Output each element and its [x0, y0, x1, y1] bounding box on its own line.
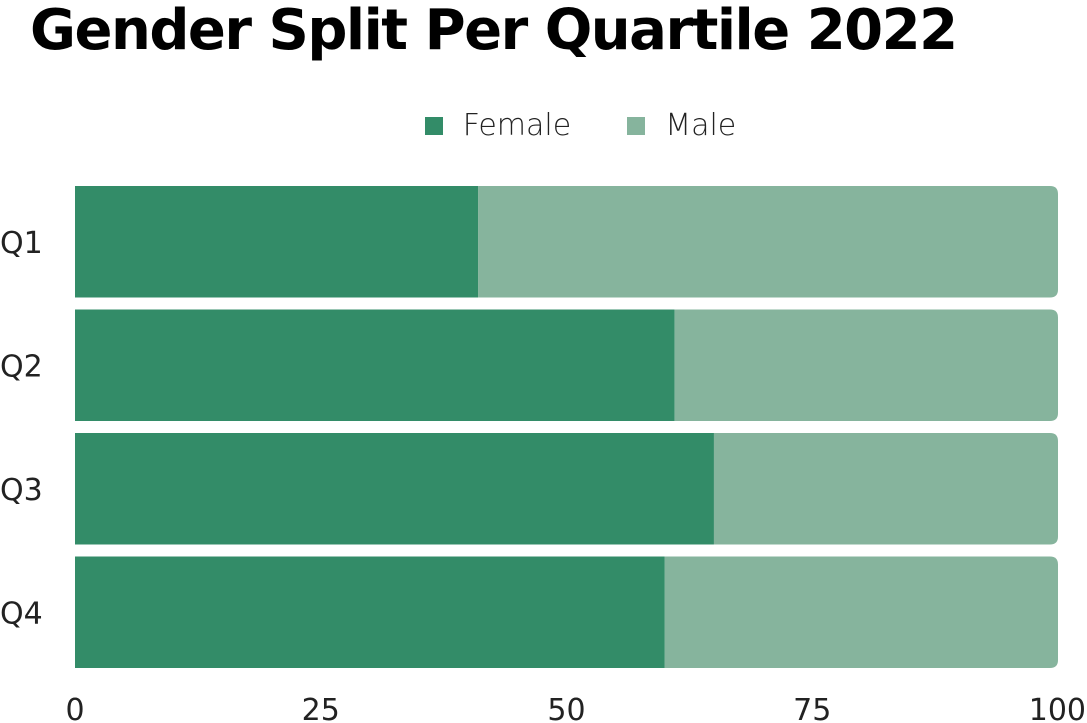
category-label-q1: Q1 [0, 226, 43, 261]
x-tick-label-75: 75 [793, 693, 831, 723]
bar-q2-male [674, 309, 1058, 421]
x-tick-label-25: 25 [302, 693, 340, 723]
x-tick-label-0: 0 [65, 693, 84, 723]
category-label-q3: Q3 [0, 473, 43, 508]
bar-q3-female [75, 433, 714, 545]
chart-title: Gender Split Per Quartile 2022 [30, 0, 958, 63]
legend-label-female: Female [462, 108, 572, 143]
bar-q4-female [75, 556, 665, 668]
legend-label-male: Male [665, 108, 737, 143]
legend-swatch-female [424, 116, 443, 135]
legend: Female Male [0, 108, 1087, 143]
bar-q1-female [75, 186, 479, 298]
bar-q4-male [664, 556, 1058, 668]
bar-q1-male [478, 186, 1058, 298]
x-tick-label-100: 100 [1029, 693, 1086, 723]
legend-swatch-male [627, 116, 646, 135]
category-label-q2: Q2 [0, 349, 43, 384]
bar-q2-female [75, 309, 675, 421]
bar-q3-male [713, 433, 1058, 545]
legend-item-male: Male [627, 108, 736, 143]
x-tick-label-50: 50 [547, 693, 585, 723]
category-label-q4: Q4 [0, 596, 43, 631]
legend-item-female: Female [424, 108, 572, 143]
